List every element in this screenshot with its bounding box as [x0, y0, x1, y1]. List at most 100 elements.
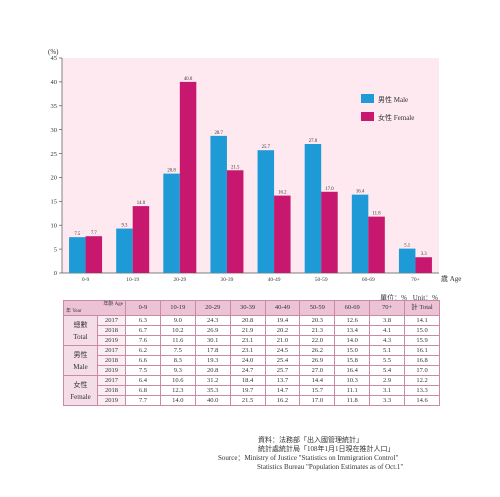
y-tick-label: 20	[51, 175, 58, 182]
bar	[274, 195, 291, 273]
value-cell: 25.4	[264, 355, 301, 366]
table-row: 男性 Male 2017 6.2 7.5 17.8 23.1 24.5 26.2 15.0 5.1 1…	[63, 345, 440, 376]
year-cell: 2019	[97, 365, 126, 376]
data-label: 28.7	[214, 131, 223, 136]
group-label-en: Female	[70, 392, 91, 401]
value-cell: 4.1	[369, 325, 405, 336]
data-label: 16.2	[278, 191, 287, 196]
value-cell: 4.3	[369, 335, 405, 346]
data-label: 7.5	[74, 232, 81, 237]
value-cell: 15.8	[334, 355, 371, 366]
source-en-2: Statistics Bureau "Population Estimates …	[257, 463, 404, 471]
data-label: 5.1	[404, 244, 411, 249]
value-cell: 10.2	[159, 325, 196, 336]
value-cell: 12.2	[404, 375, 440, 386]
value-cell: 9.0	[159, 315, 196, 326]
value-cell: 30.1	[194, 335, 231, 346]
value-cell: 24.0	[229, 355, 266, 366]
value-cell: 19.7	[229, 385, 266, 396]
value-cell: 5.5	[369, 355, 405, 366]
bar	[415, 257, 432, 273]
value-cell: 3.3	[369, 395, 405, 406]
value-cell: 3.8	[369, 315, 405, 326]
group-label: 總數 Total	[63, 315, 98, 346]
value-cell: 26.9	[194, 325, 231, 336]
data-label: 20.8	[167, 169, 176, 174]
table-header-cell: 70+	[369, 300, 405, 316]
bars	[69, 81, 432, 273]
bar	[368, 216, 385, 273]
year-cell: 2019	[97, 395, 126, 406]
source-zh-1: 資料：法務部「出入國管理統計」	[258, 436, 363, 444]
x-tick-label: 50-59	[315, 277, 328, 283]
value-cell: 24.5	[264, 345, 301, 356]
value-cell: 13.7	[264, 375, 301, 386]
table-row: 2019 7.7 14.0 40.0 21.5 16.2 17.0 11.8 3.3 14.6	[64, 395, 440, 406]
year-cell: 2017	[97, 375, 126, 386]
x-tick-label: 0-9	[82, 277, 90, 283]
data-label: 16.4	[356, 190, 365, 195]
value-cell: 14.0	[334, 335, 371, 346]
year-cell: 2019	[97, 335, 126, 346]
value-cell: 35.3	[194, 385, 231, 396]
data-label: 11.8	[372, 212, 381, 217]
bar	[69, 237, 86, 273]
group-label-zh: 男性	[73, 350, 88, 359]
table-header-cell: 10-19	[159, 300, 196, 316]
value-cell: 7.5	[125, 365, 161, 376]
data-label: 7.7	[91, 231, 98, 236]
data-label: 40.0	[184, 77, 193, 82]
table-header-cell: 0-9	[125, 300, 161, 316]
y-tick-label: 0	[54, 270, 57, 277]
value-cell: 17.0	[299, 395, 336, 406]
value-cell: 7.6	[125, 335, 161, 346]
table-header-cell: 60-69	[334, 300, 371, 316]
table-row: 2018 6.7 10.2 26.9 21.9 20.2 21.3 13.4 4.1 15.0	[64, 325, 440, 336]
corner-age: 年齡 Age	[103, 302, 123, 307]
legend-label: 男性 Male	[378, 95, 408, 104]
group-label: 男性 Male	[63, 345, 98, 376]
table-row: 2018 6.6 8.3 19.3 24.0 25.4 26.9 15.8 5.5 16.8	[64, 355, 440, 366]
value-cell: 10.6	[159, 375, 196, 386]
y-tick-label: 25	[51, 151, 58, 158]
table-header-cell: 30-39	[229, 300, 266, 316]
table-header-cell: 40-49	[264, 300, 301, 316]
x-tick-label: 60-69	[362, 277, 375, 283]
data-label: 21.5	[231, 165, 240, 170]
value-cell: 21.5	[229, 395, 266, 406]
value-cell: 7.7	[125, 395, 161, 406]
y-tick-label: 35	[51, 103, 58, 110]
value-cell: 14.4	[299, 375, 336, 386]
value-cell: 40.0	[194, 395, 231, 406]
x-tick-label: 20-29	[173, 277, 186, 283]
bar	[321, 191, 338, 273]
value-cell: 6.2	[125, 345, 161, 356]
value-cell: 24.7	[229, 365, 266, 376]
group-label-en: Total	[73, 332, 88, 341]
table-corner: 年齡 Age 年 Year	[63, 300, 126, 316]
data-table: 年齡 Age 年 Year 0-9 10-19 20-29 30-39 40-49 50-…	[63, 300, 440, 406]
bar	[163, 173, 180, 273]
legend-swatch	[361, 112, 374, 121]
value-cell: 23.1	[229, 335, 266, 346]
value-cell: 26.2	[299, 345, 336, 356]
value-cell: 18.4	[229, 375, 266, 386]
value-cell: 2.9	[369, 375, 405, 386]
table-row: 總數 Total 2017 6.3 9.0 24.3 20.8 19.4 20.3 12.6 3.8…	[63, 315, 440, 346]
bar	[210, 135, 227, 273]
y-axis: 0 5 10 15 20 25 30 35 40 45	[51, 55, 63, 277]
value-cell: 16.2	[264, 395, 301, 406]
table-row: 2018 6.8 12.3 35.3 19.7 14.7 15.7 11.1 3.1 13.3	[64, 385, 440, 396]
legend-swatch	[361, 94, 374, 103]
table-body: 總數 Total 2017 6.3 9.0 24.3 20.8 19.4 20.3 12.6 3.8…	[63, 315, 440, 406]
value-cell: 11.8	[334, 395, 371, 406]
bar	[398, 248, 416, 273]
x-tick-label: 10-19	[126, 277, 139, 283]
y-tick-label: 5	[54, 246, 57, 253]
table-row: 2019 7.5 9.3 20.8 24.7 25.7 27.0 16.4 5.4 17.0	[64, 365, 440, 376]
unit-en: Unit：%	[412, 294, 438, 302]
table-header-row: 年齡 Age 年 Year 0-9 10-19 20-29 30-39 40-49 50-…	[63, 300, 440, 316]
group-label: 女性 Female	[63, 375, 98, 406]
table-header-cell: 計 Total	[404, 300, 440, 316]
value-cell: 21.9	[229, 325, 266, 336]
